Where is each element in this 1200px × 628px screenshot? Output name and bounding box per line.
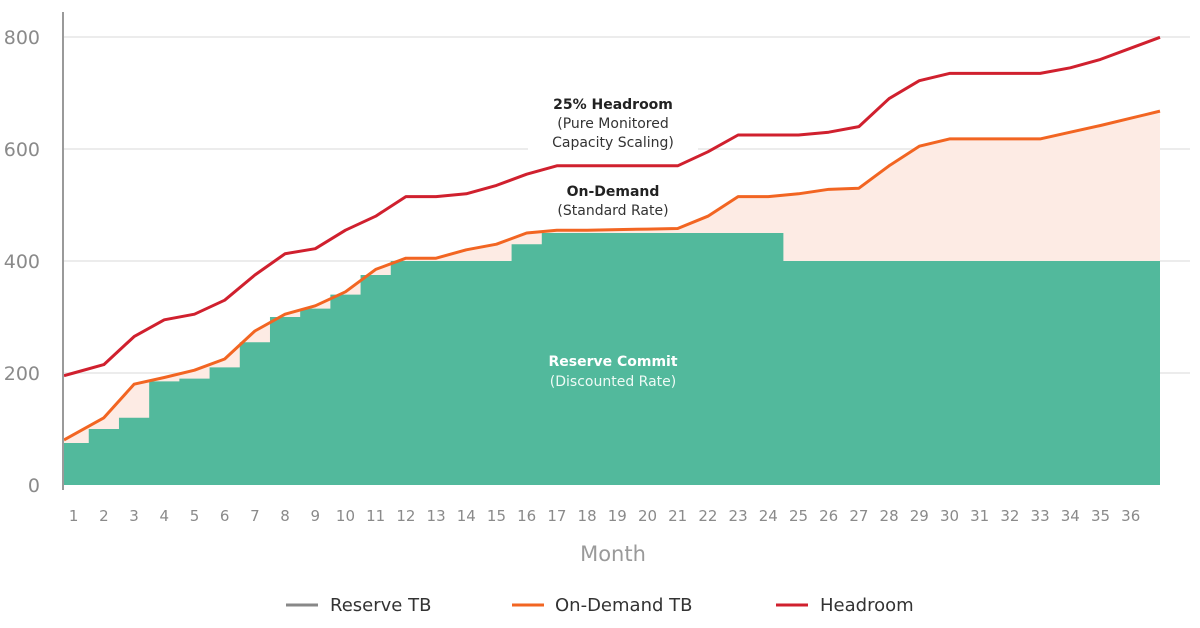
y-tick-label: 600 bbox=[4, 139, 40, 161]
x-tick-label: 14 bbox=[457, 507, 476, 525]
legend-item-reserve: Reserve TB bbox=[286, 595, 431, 616]
reserve-annotation-line1: (Discounted Rate) bbox=[550, 374, 676, 390]
x-tick-label: 31 bbox=[970, 507, 989, 525]
legend-item-on-demand: On-Demand TB bbox=[512, 595, 692, 616]
x-tick-label: 24 bbox=[759, 507, 778, 525]
x-tick-label: 36 bbox=[1121, 507, 1140, 525]
legend-label-headroom: Headroom bbox=[820, 595, 914, 616]
x-tick-label: 34 bbox=[1061, 507, 1080, 525]
x-tick-label: 3 bbox=[129, 507, 139, 525]
y-tick-label: 0 bbox=[28, 475, 40, 497]
x-tick-label: 27 bbox=[849, 507, 868, 525]
x-tick-label: 13 bbox=[427, 507, 446, 525]
x-tick-label: 6 bbox=[220, 507, 230, 525]
x-tick-label: 32 bbox=[1000, 507, 1019, 525]
on-demand-annotation-title: On-Demand bbox=[567, 184, 660, 200]
x-tick-label: 15 bbox=[487, 507, 506, 525]
x-tick-label: 4 bbox=[159, 507, 169, 525]
x-tick-label: 30 bbox=[940, 507, 959, 525]
x-tick-label: 21 bbox=[668, 507, 687, 525]
x-tick-label: 18 bbox=[578, 507, 597, 525]
x-tick-label: 22 bbox=[698, 507, 717, 525]
headroom-annotation-line1: (Pure Monitored bbox=[557, 116, 668, 132]
x-tick-label: 12 bbox=[396, 507, 415, 525]
x-tick-label: 28 bbox=[880, 507, 899, 525]
headroom-line bbox=[63, 35, 1161, 378]
y-tick-label: 800 bbox=[4, 27, 40, 49]
x-tick-label: 35 bbox=[1091, 507, 1110, 525]
headroom-annotation-line2: Capacity Scaling) bbox=[552, 135, 674, 151]
x-tick-label: 7 bbox=[250, 507, 260, 525]
x-tick-label: 10 bbox=[336, 507, 355, 525]
x-tick-label: 2 bbox=[99, 507, 109, 525]
x-tick-label: 26 bbox=[819, 507, 838, 525]
x-tick-label: 9 bbox=[311, 507, 321, 525]
x-tick-label: 25 bbox=[789, 507, 808, 525]
x-axis-label: Month bbox=[580, 542, 646, 566]
on-demand-annotation-line1: (Standard Rate) bbox=[557, 203, 668, 219]
headroom-annotation-title: 25% Headroom bbox=[553, 97, 673, 113]
legend: Reserve TB On-Demand TB Headroom bbox=[286, 595, 914, 616]
x-tick-label: 20 bbox=[638, 507, 657, 525]
x-tick-label: 33 bbox=[1031, 507, 1050, 525]
x-tick-label: 17 bbox=[547, 507, 566, 525]
x-tick-label: 5 bbox=[190, 507, 200, 525]
legend-item-headroom: Headroom bbox=[776, 595, 914, 616]
x-tick-label: 23 bbox=[729, 507, 748, 525]
reserve-annotation-title: Reserve Commit bbox=[548, 354, 677, 370]
x-tick-label: 29 bbox=[910, 507, 929, 525]
legend-label-reserve: Reserve TB bbox=[330, 595, 431, 616]
on-demand-line bbox=[63, 109, 1161, 442]
legend-label-on-demand: On-Demand TB bbox=[555, 595, 692, 616]
x-tick-label: 8 bbox=[280, 507, 290, 525]
y-tick-label: 400 bbox=[4, 251, 40, 273]
x-tick-label: 19 bbox=[608, 507, 627, 525]
y-tick-label: 200 bbox=[4, 363, 40, 385]
x-tick-label: 11 bbox=[366, 507, 385, 525]
x-tick-label: 1 bbox=[69, 507, 79, 525]
x-tick-label: 16 bbox=[517, 507, 536, 525]
